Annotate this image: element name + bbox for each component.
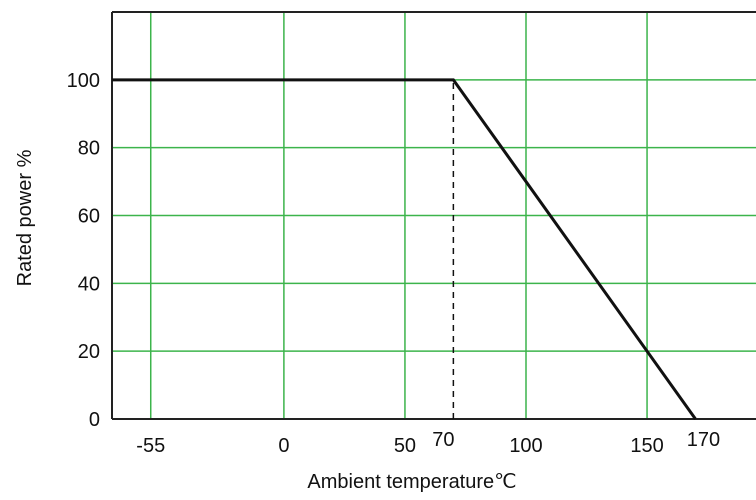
y-tick-label-100: 100 [67, 70, 100, 92]
y-tick-label-0: 0 [89, 409, 100, 431]
x-tick-label--55: -55 [136, 435, 165, 457]
x-tick-label-150: 150 [630, 435, 663, 457]
series-layer [112, 78, 697, 420]
x-tick-label-170: 170 [687, 429, 720, 451]
x-tick-label-100: 100 [509, 435, 542, 457]
y-tick-label-60: 60 [78, 206, 100, 228]
x-tick-label-0: 0 [278, 435, 289, 457]
y-tick-label-20: 20 [78, 341, 100, 363]
x-axis-title: Ambient temperature℃ [307, 471, 516, 493]
tick-labels: -55 0 50 70 100 150 170 0 20 40 60 80 100 [67, 70, 721, 457]
series-line-0 [112, 78, 697, 420]
grid-layer [112, 12, 756, 419]
y-tick-label-40: 40 [78, 273, 100, 295]
y-axis-title: Rated power % [14, 149, 36, 286]
y-tick-label-80: 80 [78, 138, 100, 160]
x-tick-label-50: 50 [394, 435, 416, 457]
x-tick-label-70: 70 [432, 429, 454, 451]
